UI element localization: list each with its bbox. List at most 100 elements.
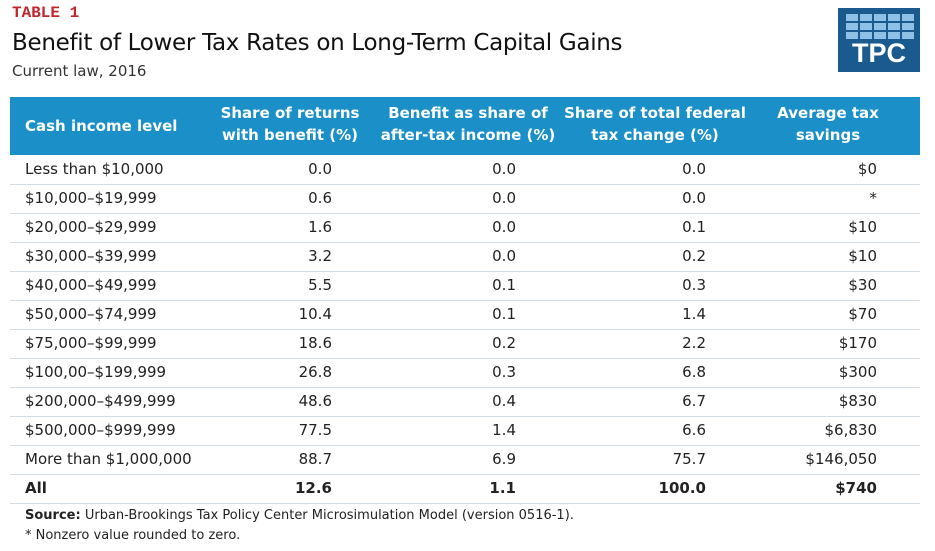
source: Source: Urban-Brookings Tax Policy Cente… xyxy=(25,508,574,523)
cell-value: 18.6 xyxy=(298,334,332,352)
cell-value: 0.0 xyxy=(492,218,516,236)
cell-value: 2.2 xyxy=(682,334,706,352)
logo-square xyxy=(902,32,914,39)
table-row: All 12.6 1.1 100.0 $740 xyxy=(10,474,920,504)
header-line: savings xyxy=(795,126,861,144)
cell-value: 5.5 xyxy=(308,276,332,294)
cell-value: 0.0 xyxy=(492,189,516,207)
row-label: $30,000–$39,999 xyxy=(25,247,157,265)
table-row: $50,000–$74,999 10.4 0.1 1.4 $70 xyxy=(10,300,920,330)
logo: TPC xyxy=(838,8,920,72)
cell-value: 0.0 xyxy=(682,160,706,178)
cell-value: $170 xyxy=(838,334,877,352)
row-label: $40,000–$49,999 xyxy=(25,276,157,294)
note: * Nonzero value rounded to zero. xyxy=(25,528,241,543)
table-row: $200,000–$499,999 48.6 0.4 6.7 $830 xyxy=(10,387,920,417)
cell-value: $0 xyxy=(857,160,877,178)
logo-square xyxy=(874,23,886,30)
logo-square xyxy=(846,32,858,39)
cell-value: 0.1 xyxy=(682,218,706,236)
logo-square xyxy=(902,23,914,30)
table-label: TABLE 1 xyxy=(12,4,80,22)
cell-value: 0.0 xyxy=(308,160,332,178)
cell-value: $300 xyxy=(838,363,877,381)
row-label: $50,000–$74,999 xyxy=(25,305,157,323)
logo-square xyxy=(874,14,886,21)
cell-value: 10.4 xyxy=(298,305,332,323)
cell-value: 6.7 xyxy=(682,392,706,410)
logo-text: TPC xyxy=(852,38,906,68)
logo-square xyxy=(874,32,886,39)
header-line: Benefit as share of xyxy=(388,104,548,122)
logo-square xyxy=(888,32,900,39)
header-line: Share of total federal xyxy=(564,104,746,122)
cell-value: $30 xyxy=(848,276,877,294)
cell-value: 26.8 xyxy=(298,363,332,381)
cell-value: 0.3 xyxy=(492,363,516,381)
logo-square xyxy=(846,23,858,30)
row-label: More than $1,000,000 xyxy=(25,450,192,468)
cell-value: 100.0 xyxy=(658,479,706,497)
cell-value: $10 xyxy=(848,218,877,236)
table-header: Cash income level Share of returns with be… xyxy=(10,97,920,155)
logo-square xyxy=(860,23,872,30)
cell-value: 6.9 xyxy=(492,450,516,468)
source-text: Urban-Brookings Tax Policy Center Micros… xyxy=(84,508,574,523)
table-row: $30,000–$39,999 3.2 0.0 0.2 $10 xyxy=(10,242,920,272)
column-header: Share of total federal tax change (%) xyxy=(560,102,750,146)
logo-square xyxy=(902,14,914,21)
cell-value: 0.0 xyxy=(682,189,706,207)
cell-value: 1.1 xyxy=(489,479,516,497)
header-line: Share of returns xyxy=(220,104,360,122)
header-line: after-tax income (%) xyxy=(380,126,556,144)
cell-value: 88.7 xyxy=(298,450,332,468)
table-row: $100,00–$199,999 26.8 0.3 6.8 $300 xyxy=(10,358,920,388)
logo-square xyxy=(888,23,900,30)
logo-square xyxy=(860,32,872,39)
cell-value: * xyxy=(869,189,878,207)
cell-value: $146,050 xyxy=(805,450,877,468)
table-row: $40,000–$49,999 5.5 0.1 0.3 $30 xyxy=(10,271,920,301)
cell-value: $740 xyxy=(835,479,877,497)
header-line: tax change (%) xyxy=(591,126,719,144)
cell-value: 1.4 xyxy=(492,421,516,439)
cell-value: 0.0 xyxy=(492,160,516,178)
logo-square xyxy=(888,14,900,21)
cell-value: 1.6 xyxy=(308,218,332,236)
row-label: $500,000–$999,999 xyxy=(25,421,176,439)
cell-value: $830 xyxy=(838,392,877,410)
cell-value: 0.0 xyxy=(492,247,516,265)
table-row: $20,000–$29,999 1.6 0.0 0.1 $10 xyxy=(10,213,920,243)
column-header: Share of returns with benefit (%) xyxy=(195,102,385,146)
cell-value: 0.2 xyxy=(492,334,516,352)
cell-value: 0.1 xyxy=(492,305,516,323)
cell-value: 3.2 xyxy=(308,247,332,265)
subtitle: Current law, 2016 xyxy=(12,62,147,80)
title: Benefit of Lower Tax Rates on Long-Term … xyxy=(12,30,623,56)
header-line: Cash income level xyxy=(25,117,178,135)
row-label: $10,000–$19,999 xyxy=(25,189,157,207)
cell-value: $70 xyxy=(848,305,877,323)
row-label: $75,000–$99,999 xyxy=(25,334,157,352)
cell-value: 48.6 xyxy=(298,392,332,410)
table-row: Less than $10,000 0.0 0.0 0.0 $0 xyxy=(10,155,920,185)
header-line: with benefit (%) xyxy=(221,126,359,144)
header-line: Average tax xyxy=(777,104,879,122)
cell-value: 12.6 xyxy=(294,479,332,497)
cell-value: 77.5 xyxy=(298,421,332,439)
cell-value: 0.1 xyxy=(492,276,516,294)
row-label: $200,000–$499,999 xyxy=(25,392,176,410)
cell-value: 0.4 xyxy=(492,392,516,410)
row-label: All xyxy=(25,479,47,497)
column-header: Cash income level xyxy=(25,115,177,137)
cell-value: $6,830 xyxy=(824,421,878,439)
cell-value: 6.6 xyxy=(682,421,706,439)
cell-value: $10 xyxy=(848,247,877,265)
table-row: $500,000–$999,999 77.5 1.4 6.6 $6,830 xyxy=(10,416,920,446)
column-header: Benefit as share of after-tax income (%) xyxy=(373,102,563,146)
cell-value: 0.2 xyxy=(682,247,706,265)
table-row: $10,000–$19,999 0.6 0.0 0.0 * xyxy=(10,184,920,214)
source-label: Source: xyxy=(25,508,81,523)
logo-square xyxy=(846,14,858,21)
